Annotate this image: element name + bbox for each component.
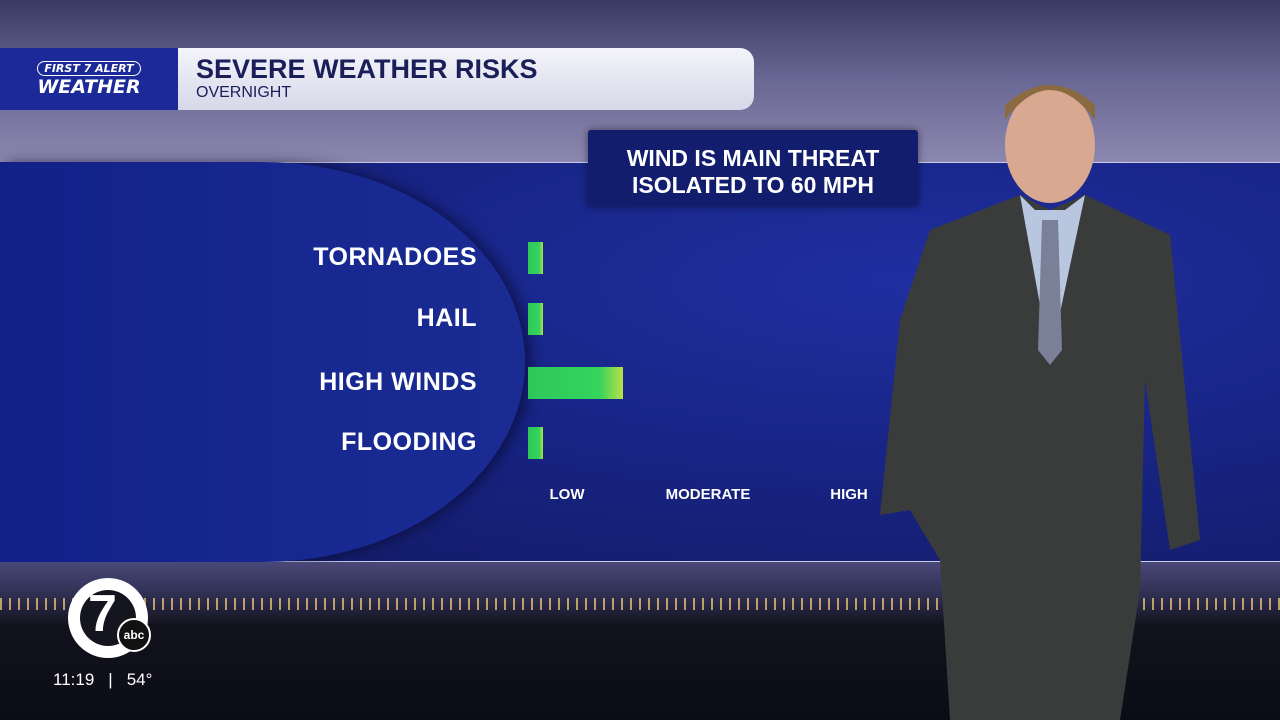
page-title: SEVERE WEATHER RISKS [196, 54, 538, 84]
category-label: FLOODING [341, 428, 477, 456]
panel-curve [0, 162, 525, 562]
threat-callout: WIND IS MAIN THREAT ISOLATED TO 60 MPH [588, 130, 918, 206]
risk-bar [527, 242, 544, 274]
brand-line2: WEATHER [37, 75, 141, 98]
axis-tick-label: MODERATE [665, 486, 751, 503]
brand-line1: FIRST 7 ALERT [37, 60, 141, 76]
risk-bar [527, 367, 624, 399]
axis-tick-label: LOW [549, 486, 585, 503]
presenter [880, 85, 1200, 720]
time: 11:19 [53, 670, 95, 689]
category-label: TORNADOES [313, 243, 477, 271]
callout-line1: WIND IS MAIN THREAT [626, 145, 880, 171]
page-subtitle: OVERNIGHT [196, 84, 292, 101]
callout-line2: ISOLATED TO 60 MPH [632, 172, 874, 198]
risk-bar [527, 303, 544, 335]
category-label: HIGH WINDS [319, 368, 477, 396]
header-banner: FIRST 7 ALERT WEATHER SEVERE WEATHER RIS… [0, 48, 754, 110]
time-temp-bug: 11:19 | 54° [53, 670, 152, 690]
category-label: HAIL [416, 304, 477, 332]
temperature: 54° [126, 670, 153, 689]
separator: | [108, 670, 113, 689]
abc-logo: abc [117, 618, 151, 652]
first-alert-weather-logo: FIRST 7 ALERT WEATHER [0, 48, 178, 110]
axis-tick-label: HIGH [830, 486, 868, 503]
title-bar: SEVERE WEATHER RISKS OVERNIGHT [178, 48, 754, 110]
risk-bar [527, 427, 544, 459]
